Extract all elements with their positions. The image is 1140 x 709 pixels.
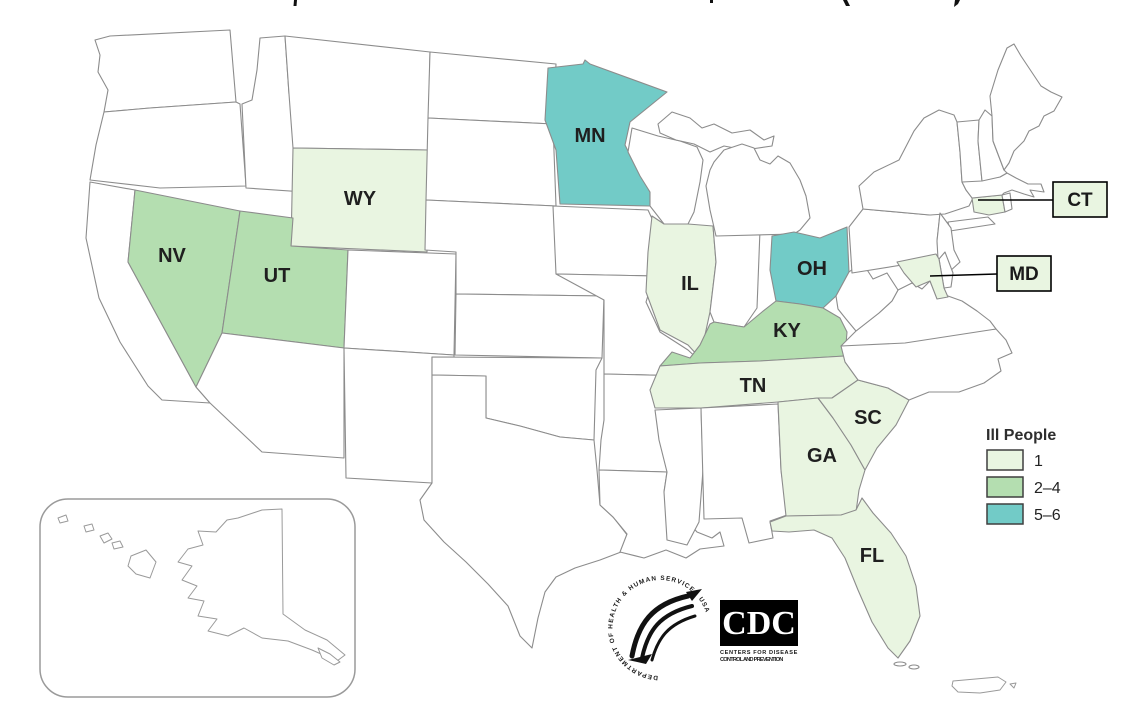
state-MI-lower: [705, 143, 811, 237]
state-MI-upper: [657, 111, 775, 153]
state-ME: [989, 43, 1063, 171]
callout-ct-box: [1052, 181, 1108, 218]
callout-md: MD: [929, 255, 1052, 292]
florida-keys: [893, 661, 907, 667]
state-FL: [769, 497, 921, 659]
state-labels-layer: MN WY NV UT IL OH KY TN SC GA FL: [158, 125, 884, 567]
state-MT: [284, 35, 431, 151]
state-HI: [111, 540, 124, 550]
state-HI: [57, 514, 69, 524]
state-TX: [419, 374, 629, 649]
state-WV: [835, 261, 899, 332]
state-IA: [552, 205, 663, 277]
alaska-hawaii-inset: [39, 498, 356, 698]
callout-md-leader-line: [929, 273, 998, 277]
state-SC: [817, 379, 910, 471]
state-HI: [83, 523, 95, 533]
legend-swatch-5-6: [986, 503, 1024, 525]
cdc-logo-acronym: CDC: [722, 605, 796, 642]
state-NC: [840, 328, 1013, 401]
legend-label-2-4: 2–4: [1034, 480, 1061, 497]
legend-swatch-2-4: [986, 476, 1024, 498]
state-NH: [977, 109, 1008, 182]
hhs-eagle-icon: [628, 589, 702, 664]
state-AZ: [195, 332, 345, 459]
state-WA: [94, 29, 237, 113]
state-label-UT: UT: [264, 265, 291, 287]
callout-ct-label: CT: [1067, 190, 1093, 211]
callout-md-box: [996, 255, 1052, 292]
legend-swatch-1: [986, 449, 1024, 471]
cdc-logo-box: [720, 600, 798, 646]
state-label-TN: TN: [740, 375, 767, 397]
cropped-title-fragments: [293, 0, 960, 7]
puerto-rico-outline: [951, 676, 1017, 694]
florida-keys: [908, 664, 920, 670]
state-label-FL: FL: [860, 545, 884, 567]
alaska-se-islands: [317, 647, 341, 666]
state-label-NV: NV: [158, 245, 186, 267]
state-HI: [127, 549, 157, 579]
callout-md-label: MD: [1009, 264, 1039, 285]
state-MA: [961, 172, 1045, 199]
legend-label-1: 1: [1034, 453, 1043, 470]
state-label-SC: SC: [854, 407, 882, 429]
state-ND: [427, 51, 557, 125]
state-label-WY: WY: [344, 188, 377, 210]
state-HI: [99, 532, 113, 544]
state-SD: [425, 117, 557, 207]
cropped-title-fragment: [293, 0, 297, 6]
state-MD: [896, 253, 949, 300]
state-RI: [1001, 192, 1013, 213]
state-label-MN: MN: [574, 125, 605, 147]
callout-ct: CT: [978, 181, 1108, 218]
inset-frame: [39, 498, 356, 698]
cdc-logo: CDC CENTERS FOR DISEASE CONTROL AND PREV…: [720, 600, 798, 663]
cropped-title-fragment: [954, 0, 960, 7]
cropped-title-fragment: [843, 0, 850, 6]
cropped-title-fragment: [710, 0, 713, 3]
states-layer: [85, 29, 1063, 670]
cdc-logo-line2: CONTROL AND PREVENTION: [720, 657, 784, 663]
legend-label-5-6: 5–6: [1034, 507, 1061, 524]
state-label-GA: GA: [807, 445, 837, 467]
state-label-OH: OH: [797, 258, 827, 280]
state-NY-long-island: [947, 216, 996, 232]
state-KS: [454, 293, 605, 359]
state-AK: [177, 508, 346, 662]
state-label-IL: IL: [681, 273, 699, 295]
hhs-logo: DEPARTMENT OF HEALTH & HUMAN SERVICES US…: [607, 575, 709, 681]
state-NY: [858, 109, 974, 216]
legend: Ill People 1 2–4 5–6: [986, 427, 1061, 525]
state-WY: [290, 147, 429, 253]
cdc-logo-line1: CENTERS FOR DISEASE: [720, 650, 798, 656]
state-CO: [343, 249, 457, 356]
state-IN: [709, 225, 761, 328]
state-label-KY: KY: [773, 320, 801, 342]
legend-title: Ill People: [986, 427, 1056, 444]
state-OR: [89, 101, 247, 189]
